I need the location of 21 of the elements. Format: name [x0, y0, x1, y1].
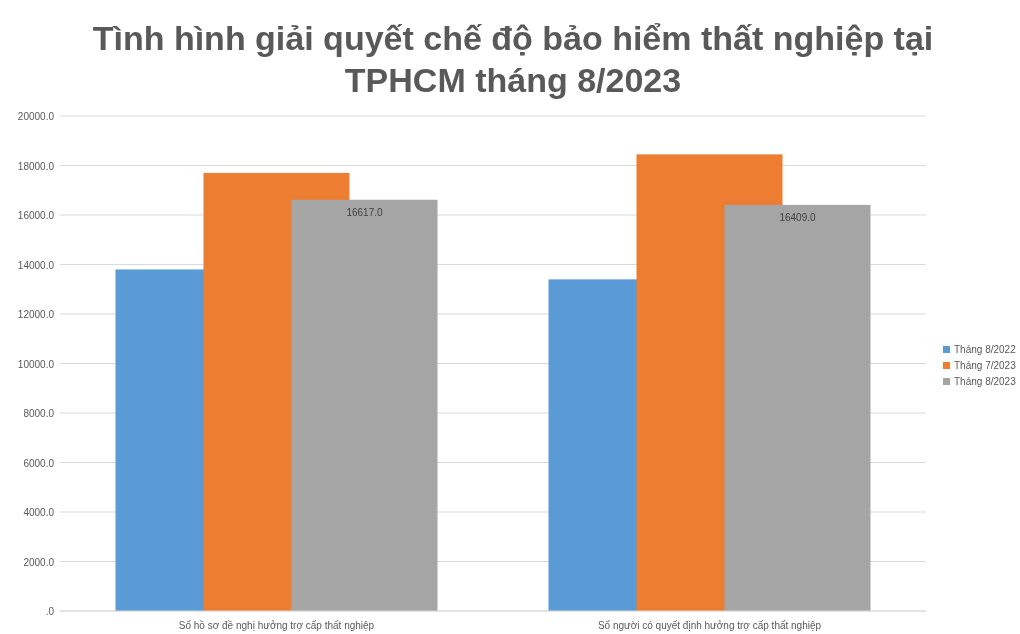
x-tick-label: Số người có quyết định hưởng trợ cấp thất nghiệp: [597, 620, 822, 631]
y-tick-label: 2000.0: [23, 556, 55, 568]
y-tick-label: 10000.0: [17, 358, 55, 370]
data-label: 16409.0: [779, 211, 817, 223]
y-tick-label: 4000.0: [23, 507, 55, 518]
legend-label: Tháng 8/2023: [954, 376, 1017, 387]
y-tick-label: 18000.0: [17, 160, 55, 172]
bar: [291, 199, 438, 611]
chart-title: Tình hình giải quyết chế độ bảo hiểm thất nghiệp tại TPHCM tháng 8/2023: [92, 19, 934, 99]
x-tick-label: Số hồ sơ đề nghị hưởng trợ cấp thất nghiệp: [178, 620, 375, 631]
y-tick-label: 20000.0: [17, 111, 55, 122]
data-label: 16617.0: [346, 206, 384, 218]
y-tick-label: 16000.0: [17, 210, 55, 221]
legend-label: Tháng 7/2023: [954, 360, 1017, 371]
y-tick-label: 14000.0: [17, 259, 55, 271]
y-tick-label: .0: [45, 606, 55, 617]
y-tick-label: 6000.0: [23, 457, 55, 469]
y-tick-label: 12000.0: [17, 309, 55, 320]
y-tick-label: 8000.0: [23, 408, 55, 419]
legend-label: Tháng 8/2022: [954, 344, 1017, 355]
bar: [724, 204, 871, 611]
